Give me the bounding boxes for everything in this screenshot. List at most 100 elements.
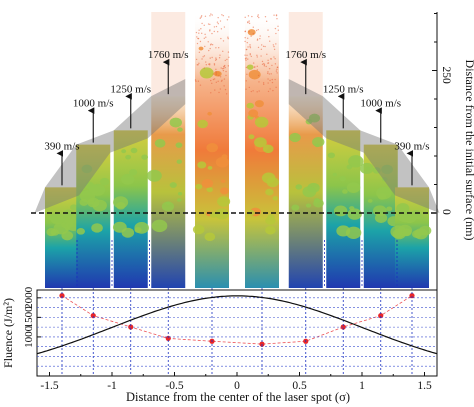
plume-speckle [204,33,206,36]
plume-speckle [222,69,225,72]
plume-speckle [224,66,226,69]
plume-speckle [218,75,220,77]
fluence-x-tick-label: 1 [359,380,365,392]
marker-dot [340,324,346,330]
fluence-x-tick-label: -0.5 [165,380,183,392]
snapshot-column [390,187,432,299]
void-bubble [313,199,324,208]
void-bubble [177,198,182,202]
void-bubble [192,224,205,235]
plume-speckle [244,58,247,60]
plume-speckle [212,73,214,75]
plume-speckle [215,47,217,49]
void-bubble [125,154,132,160]
void-bubble [166,201,171,205]
void-bubble [265,188,274,196]
plume-speckle [217,46,220,49]
plume-speckle [261,60,264,63]
void-bubble [272,196,279,201]
surface-envelope-left [34,79,186,213]
plume-speckle [247,21,249,23]
void-bubble [207,111,212,116]
plume-speckle [214,89,216,91]
void-bubble [295,184,303,190]
plume-speckle [197,37,199,40]
plume-speckle [249,46,252,49]
plume-speckle [257,74,260,77]
plume-speckle [245,59,247,61]
void-bubble [175,142,183,148]
plume-speckle [251,15,253,18]
plume-speckle [211,82,213,85]
snapshot-column [326,130,364,330]
plume-speckle [260,44,263,46]
velocity-label: 1760 m/s [148,49,189,61]
plume-speckle [269,88,271,90]
plume-speckle [272,44,275,46]
plume-speckle [196,42,199,45]
plume-speckle [246,41,248,44]
plume-speckle [261,63,264,66]
void-bubble [262,144,274,154]
plume-speckle [204,45,206,48]
plume-speckle [248,31,250,33]
plume-speckle [223,78,226,80]
plume-speckle [198,62,200,65]
plume-speckle [256,54,258,57]
void-bubble [347,208,362,220]
velocity-label: 390 m/s [394,140,429,152]
plume-speckle [199,84,202,86]
plume-speckle [265,65,267,68]
plume-speckle [264,16,267,18]
plume-speckle [220,37,222,40]
plume-speckle [244,54,246,56]
void-bubble [402,228,412,237]
plume-speckle [267,59,269,62]
plume-speckle [209,15,211,17]
plume-speckle [249,44,251,46]
void-bubble [346,182,361,193]
plume-speckle [211,14,213,16]
plume-speckle [254,66,256,68]
plume-speckle [257,46,260,49]
plume-speckle [267,71,269,73]
plume-speckle [257,15,259,18]
velocity-label: 390 m/s [44,140,79,152]
plume-speckle [263,62,265,65]
void-bubble [87,197,100,208]
void-bubble [197,161,207,169]
plume-speckle [209,57,211,59]
fluence-x-tick-label: 0 [234,380,240,392]
plume-speckle [255,29,258,32]
void-bubble [246,64,254,70]
plume-speckle [200,15,203,17]
plume-speckle [256,56,258,58]
plume-speckle [215,73,217,76]
plume-speckle [268,73,271,75]
void-bubble [254,100,264,108]
plume-speckle [209,47,211,50]
plume-speckle [210,79,212,82]
plume-speckle [274,27,277,30]
plume-speckle [208,49,210,52]
void-bubble [254,116,269,128]
plume-speckle [249,54,251,56]
plume-speckle [224,59,226,62]
plume-speckle [205,61,207,63]
plume-speckle [210,92,212,94]
plume-speckle [258,16,260,19]
plume-speckle [223,26,226,28]
void-bubble [381,177,388,182]
plume-speckle [271,78,273,81]
void-bubble [291,204,300,211]
void-bubble [206,186,213,193]
plume-speckle [223,85,225,87]
void-bubble [176,159,182,164]
distance-axis-label: Distance from the center of the laser sp… [126,390,350,404]
plume-speckle [219,88,222,90]
plume-speckle [213,26,216,28]
void-bubble [265,226,276,235]
velocity-label: 1000 m/s [360,98,401,110]
plume-speckle [275,43,277,45]
plume-speckle [222,14,225,17]
